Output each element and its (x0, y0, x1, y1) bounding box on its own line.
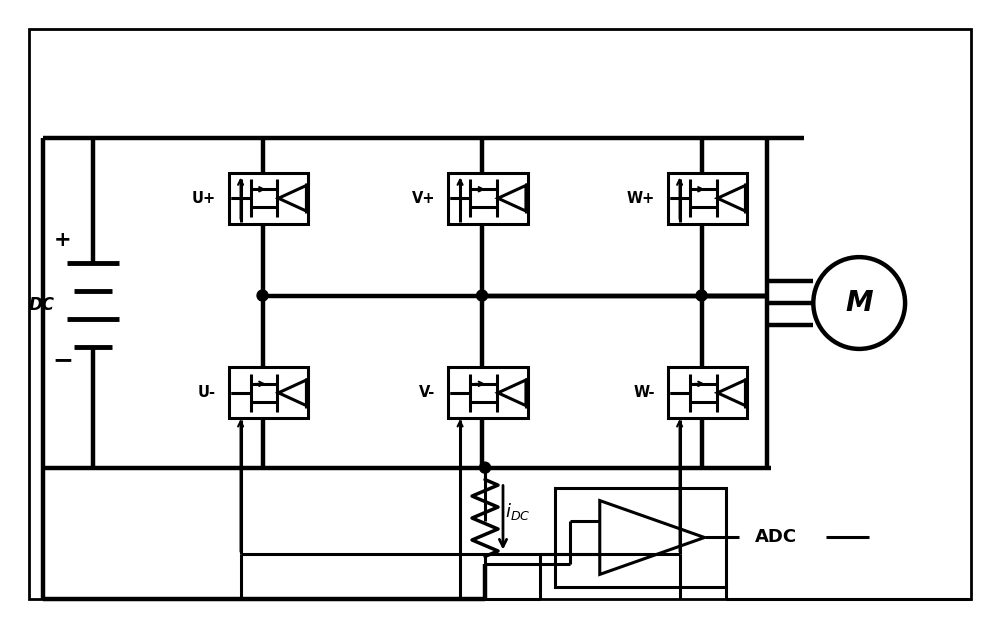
Text: V-: V- (419, 385, 435, 401)
Bar (668, 173, 747, 224)
Bar (229, 367, 308, 418)
Text: U+: U+ (192, 191, 216, 206)
Text: W-: W- (633, 385, 655, 401)
Polygon shape (278, 380, 306, 405)
Circle shape (257, 290, 268, 301)
Text: +: + (54, 230, 72, 250)
Polygon shape (498, 185, 526, 211)
Text: ADC: ADC (754, 528, 797, 546)
Text: V+: V+ (412, 191, 435, 206)
Circle shape (696, 290, 707, 301)
Text: M: M (845, 289, 873, 317)
Bar (668, 367, 747, 418)
Bar (448, 173, 528, 224)
Polygon shape (498, 380, 526, 405)
Bar (229, 173, 308, 224)
Polygon shape (278, 185, 306, 211)
Text: U-: U- (198, 385, 216, 401)
Polygon shape (717, 185, 745, 211)
Text: −: − (52, 348, 73, 372)
Bar (555, 487, 726, 587)
Text: $i_{DC}$: $i_{DC}$ (505, 500, 530, 521)
Polygon shape (717, 380, 745, 405)
Bar (448, 367, 528, 418)
Circle shape (480, 462, 491, 473)
Text: W+: W+ (626, 191, 655, 206)
Circle shape (477, 290, 488, 301)
Text: DC: DC (29, 296, 55, 314)
